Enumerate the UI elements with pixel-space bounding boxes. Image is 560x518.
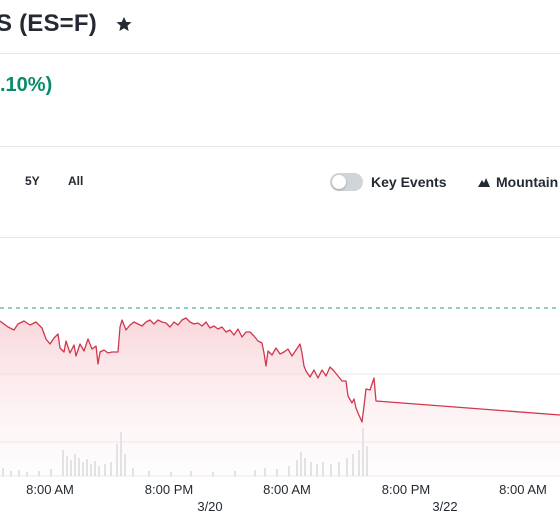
header-divider <box>0 53 560 54</box>
price-line <box>0 317 560 423</box>
toolbar-divider <box>0 237 560 238</box>
page-title: S (ES=F) <box>0 10 97 37</box>
chart-type-label: Mountain <box>496 174 559 190</box>
date-label: 3/20 <box>197 499 222 514</box>
price-area <box>0 318 560 476</box>
range-5y-button[interactable]: 5Y <box>25 174 40 188</box>
x-tick-label: 8:00 AM <box>499 482 547 497</box>
star-icon[interactable] <box>113 13 135 35</box>
key-events-toggle[interactable]: Key Events <box>330 173 446 191</box>
key-events-label: Key Events <box>371 174 447 190</box>
chart-type-selector[interactable]: Mountain <box>478 174 558 190</box>
price-change-percent: .10%) <box>0 74 53 96</box>
x-tick-label: 8:00 PM <box>145 482 193 497</box>
toggle-knob <box>332 175 346 189</box>
date-label: 3/22 <box>432 499 457 514</box>
x-tick-label: 8:00 PM <box>382 482 430 497</box>
mountain-icon <box>478 177 490 187</box>
quote-divider <box>0 146 560 147</box>
toggle-switch[interactable] <box>330 173 363 191</box>
price-chart[interactable]: 8:00 AM 8:00 PM 8:00 AM 8:00 PM 8:00 AM … <box>0 240 560 518</box>
range-all-button[interactable]: All <box>68 174 84 188</box>
x-tick-label: 8:00 AM <box>26 482 74 497</box>
x-tick-label: 8:00 AM <box>263 482 311 497</box>
title-row: S (ES=F) <box>0 6 135 42</box>
